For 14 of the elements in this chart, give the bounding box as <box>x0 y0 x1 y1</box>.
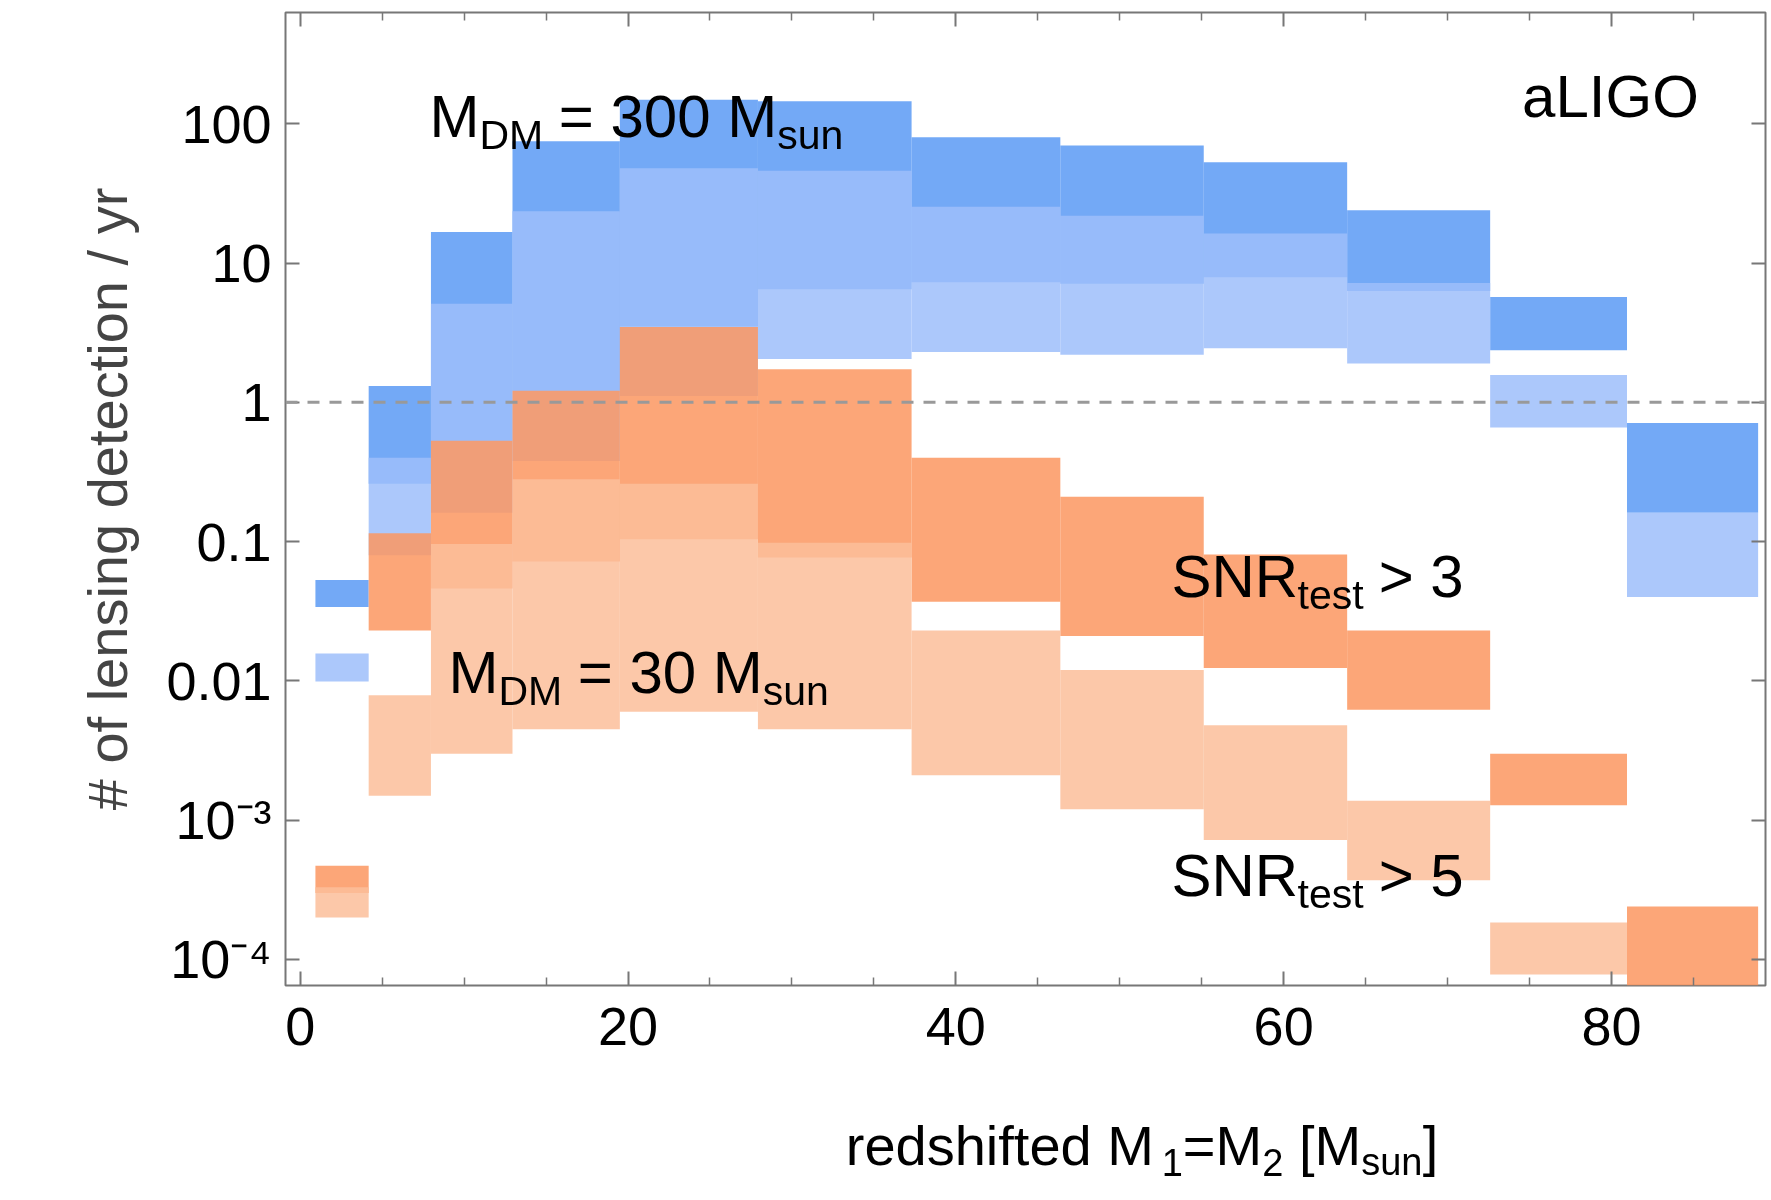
y-tick-label: 0.01 <box>166 650 272 711</box>
x-tick-label: 0 <box>285 995 316 1056</box>
y-tick-label: 10 <box>211 233 272 294</box>
y-tick-label: 0.1 <box>196 511 272 572</box>
x-tick-label: 80 <box>1581 995 1642 1056</box>
y-axis-title: # of lensing detection / yr <box>76 187 140 811</box>
x-tick-label: 60 <box>1253 995 1314 1056</box>
x-tick-label: 40 <box>925 995 986 1056</box>
annotation: aLIGO <box>1522 63 1699 130</box>
y-tick-label: 10⁻⁴ <box>170 929 272 990</box>
y-tick-label: 100 <box>181 93 272 154</box>
y-tick-label: 1 <box>241 372 272 433</box>
x-tick-label: 20 <box>598 995 659 1056</box>
y-tick-label: 10⁻³ <box>175 790 272 851</box>
